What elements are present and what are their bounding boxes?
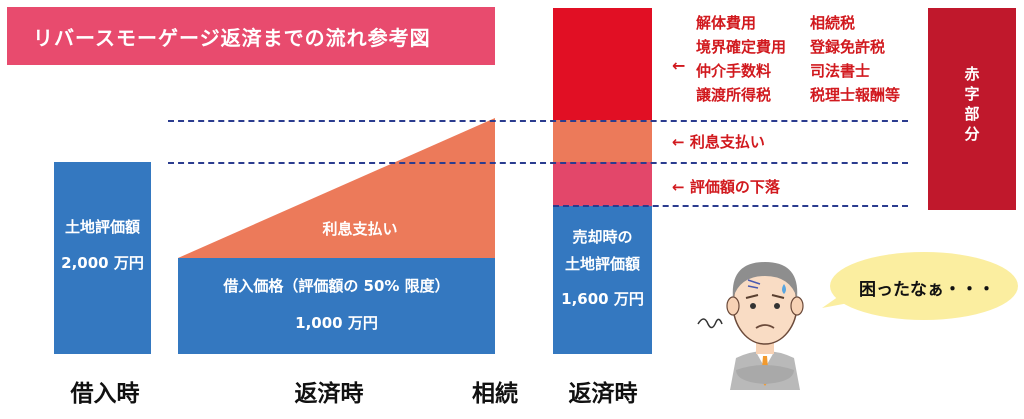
arrow-icon: ←	[672, 178, 685, 196]
principal-label: 借入価格（評価額の 50% 限度）	[223, 277, 450, 295]
deficit-char: 字	[964, 85, 980, 103]
fees-arrow: ←	[672, 56, 686, 75]
fees-col2: 相続税 登録免許税 司法書士 税理士報酬等	[810, 11, 900, 107]
deficit-label: 赤 字 部 分	[928, 64, 1016, 144]
decline-segment	[553, 162, 652, 206]
principal-value: 1,000 万円	[295, 314, 378, 332]
fee-item: 解体費用	[696, 14, 757, 32]
label-borrow: 借入時	[70, 381, 140, 407]
deficit-char: 赤	[964, 65, 980, 83]
dashed-line-top	[168, 120, 908, 122]
fee-item: 仲介手数料	[696, 62, 772, 80]
speech-text: 困ったなぁ・・・	[859, 280, 995, 300]
title-banner: リバースモーゲージ返済までの流れ参考図	[7, 7, 495, 65]
right-bar-value: 1,600 万円	[561, 290, 644, 308]
fee-item: 相続税	[810, 14, 856, 32]
decline-annotation-text: 評価額の下落	[689, 178, 780, 196]
fee-item: 境界確定費用	[696, 38, 787, 56]
label-inherit: 相続	[472, 381, 518, 407]
interest-annotation: ← 利息支払い	[672, 131, 765, 152]
deficit-char: 分	[964, 125, 980, 143]
sale-land-value-bar: 売却時の 土地評価額 1,600 万円	[553, 206, 652, 354]
title-text: リバースモーゲージ返済までの流れ参考図	[33, 25, 431, 50]
decline-annotation: ← 評価額の下落	[672, 176, 780, 197]
fees-segment	[553, 8, 652, 120]
worried-man-illustration	[697, 262, 804, 390]
fee-item: 譲渡所得税	[696, 86, 772, 104]
fee-item: 税理士報酬等	[810, 86, 901, 104]
interest-segment	[553, 120, 652, 162]
fee-item: 司法書士	[810, 62, 871, 80]
left-bar-label: 土地評価額	[64, 218, 140, 236]
deficit-char: 部	[964, 105, 980, 123]
speech-bubble	[822, 252, 1018, 320]
interest-triangle	[178, 118, 495, 258]
dashed-line-middle	[168, 162, 908, 164]
left-land-value-bar: 土地評価額 2,000 万円	[54, 162, 151, 354]
arrow-icon: ←	[672, 133, 685, 151]
right-bar-label-2: 土地評価額	[564, 255, 640, 273]
interest-label: 利息支払い	[322, 220, 398, 238]
interest-annotation-text: 利息支払い	[689, 133, 765, 151]
left-bar-value: 2,000 万円	[61, 254, 144, 272]
label-repay-2: 返済時	[568, 381, 638, 407]
fee-item: 登録免許税	[810, 38, 886, 56]
fees-col1: 解体費用 境界確定費用 仲介手数料 譲渡所得税	[696, 11, 786, 107]
principal-bar: 借入価格（評価額の 50% 限度） 1,000 万円	[178, 258, 495, 354]
label-repay: 返済時	[294, 381, 364, 407]
right-bar-label-1: 売却時の	[572, 228, 633, 246]
deficit-box: 赤 字 部 分	[928, 8, 1016, 210]
dashed-line-bottom	[553, 205, 908, 207]
